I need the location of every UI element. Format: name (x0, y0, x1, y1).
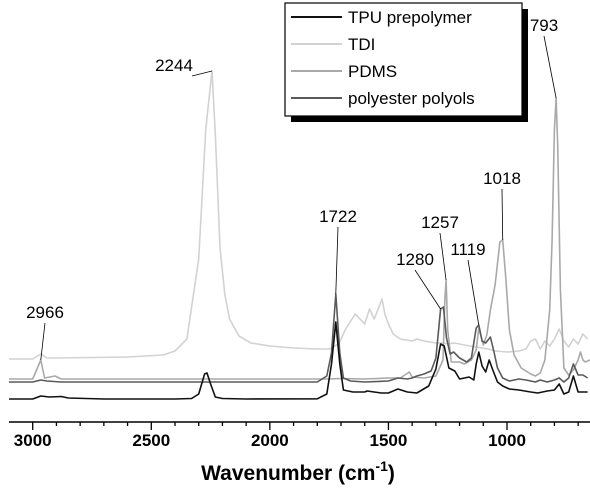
x-axis-label: Wavenumber (cm-1) (201, 458, 395, 485)
annotation-leader (501, 188, 504, 241)
annotation-leader (335, 226, 339, 295)
x-ticks: 3000 2500 2000 1500 1000 (14, 422, 579, 450)
peak-label-1722: 1722 (319, 207, 357, 226)
peak-label-1280: 1280 (396, 250, 434, 269)
legend-items: TPU prepolymer TDI PDMS polyester polyols (291, 8, 475, 108)
peak-label-1119: 1119 (450, 240, 485, 259)
annotation-leader (467, 259, 480, 326)
x-axis-label-close: ) (388, 462, 395, 485)
annotation-leader (191, 70, 213, 77)
annotation-leader (439, 232, 447, 281)
x-axis-label-main: Wavenumber (cm (201, 462, 375, 485)
x-tick-label: 2500 (132, 431, 170, 450)
series-line-tpu-prepolymer (9, 321, 588, 400)
annotation-leader (414, 269, 441, 310)
peak-label-2244: 2244 (155, 56, 193, 75)
peak-label-1257: 1257 (421, 213, 459, 232)
annotation-leader (543, 35, 557, 99)
annotation-leader (40, 322, 46, 361)
legend-label: TPU prepolymer (348, 8, 472, 27)
x-tick-label: 3000 (14, 431, 52, 450)
series-line-polyester-polyols (9, 293, 589, 383)
peak-label-1018: 1018 (483, 169, 521, 188)
series-layer (9, 70, 590, 400)
x-tick-label: 1500 (370, 431, 408, 450)
legend-label: TDI (348, 35, 375, 54)
x-tick-label: 2000 (251, 431, 289, 450)
legend-label: polyester polyols (348, 89, 475, 108)
legend: TPU prepolymer TDI PDMS polyester polyols (284, 2, 528, 122)
peak-label-793: 793 (530, 16, 558, 35)
legend-label: PDMS (348, 62, 397, 81)
x-axis-label-superscript: -1 (375, 458, 388, 474)
peak-label-2966: 2966 (26, 303, 64, 322)
peak-annotations: 2244 793 1018 1722 1257 1280 1119 2966 (26, 16, 558, 361)
series-line-tdi (9, 70, 589, 360)
x-tick-label: 1000 (488, 431, 526, 450)
